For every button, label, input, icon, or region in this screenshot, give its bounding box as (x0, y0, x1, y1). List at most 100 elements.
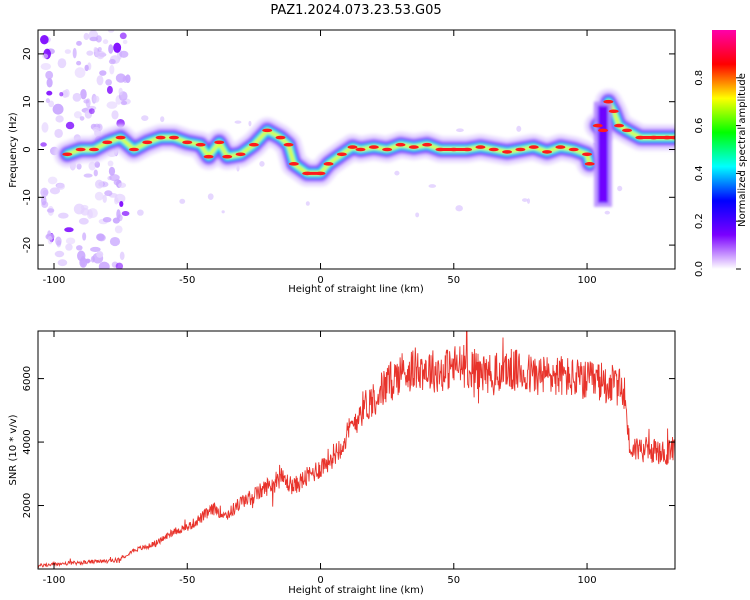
x-tick-label: 0 (317, 275, 323, 286)
noise-blob (179, 198, 186, 204)
ridge-peak (368, 145, 379, 149)
noise-blob (604, 210, 610, 215)
noise-blob (120, 100, 128, 106)
colorbar-ticks: 0.0 0.2 0.4 0.6 0.8 (694, 70, 741, 277)
noise-blob (109, 236, 121, 247)
noise-blob (72, 47, 77, 59)
noise-blob (102, 217, 112, 223)
noise-blob (46, 208, 55, 213)
noise-blob (98, 261, 110, 269)
noise-blob (122, 39, 128, 45)
noise-blob (76, 40, 82, 46)
noise-blob (64, 227, 74, 233)
noise-blob (42, 53, 49, 59)
noise-blob (88, 161, 96, 171)
ridge-peak (275, 135, 286, 140)
noise-blob (46, 90, 53, 96)
ridge-peak (347, 145, 358, 149)
noise-blob (115, 262, 124, 269)
noise-blob (83, 173, 93, 178)
noise-blob (76, 245, 83, 251)
ridge-peak (355, 147, 366, 152)
colorbar: 0.0 0.2 0.4 0.6 0.8 Normalized spectral ampl… (694, 30, 748, 277)
x-tick-label: -100 (43, 275, 66, 286)
colorbar-tick-label: 0.8 (694, 70, 705, 86)
noise-blob (72, 92, 82, 102)
noise-blob (92, 126, 100, 133)
ridge-peak (608, 109, 619, 114)
noise-blob (55, 115, 64, 123)
noise-blob (137, 209, 144, 216)
noise-blob (83, 99, 90, 104)
noise-blob (95, 35, 102, 43)
noise-blob (41, 201, 49, 209)
noise-blob (40, 187, 49, 198)
ridge-peak (568, 147, 579, 152)
snr-series-line (38, 331, 675, 569)
ridge-peak (75, 147, 86, 152)
noise-blob (516, 125, 522, 132)
noise-blob (41, 122, 49, 133)
y-tick-label: 4000 (22, 429, 33, 454)
noise-blob (48, 100, 55, 108)
noise-blob (96, 250, 104, 258)
ridge-peak (603, 99, 614, 104)
ridge-peak (336, 152, 347, 157)
noise-blob (526, 198, 531, 204)
ridge-peak (592, 123, 603, 128)
snr-xlabel: Height of straight line (km) (288, 585, 424, 596)
ridge-peak (395, 142, 406, 147)
artifact-core (598, 105, 609, 203)
noise-blob (119, 50, 129, 58)
noise-blob (221, 210, 225, 214)
noise-blob (114, 225, 123, 234)
ridge-peak (582, 152, 593, 157)
ridge-peak (502, 150, 513, 154)
colorbar-bar (712, 30, 736, 269)
noise-blob (522, 198, 528, 202)
y-tick-label: 0 (22, 146, 33, 152)
snr-ylabel: SNR (10 * v/v) (8, 414, 19, 485)
y-tick-label: 10 (22, 95, 33, 108)
noise-blob (45, 70, 54, 80)
ridge-peak (515, 147, 526, 152)
noise-blob (94, 179, 104, 189)
ridge-peak (422, 142, 433, 147)
noise-blob (118, 182, 127, 188)
ridge-peak (283, 142, 294, 147)
noise-blob (234, 120, 242, 124)
noise-blob (47, 176, 58, 185)
noise-blob (54, 128, 63, 139)
y-tick-label: 20 (22, 48, 33, 61)
noise-blob (122, 75, 128, 83)
noise-blob (108, 166, 116, 176)
noise-blob (111, 110, 119, 120)
noise-blob (207, 193, 214, 200)
y-tick-label: -10 (22, 189, 33, 205)
noise-blob (248, 120, 252, 127)
figure-title: PAZ1.2024.073.23.53.G05 (270, 3, 441, 18)
noise-blob (104, 190, 113, 197)
noise-blob (76, 163, 82, 170)
ridge-peak (614, 123, 625, 128)
x-tick-label: -50 (179, 275, 195, 286)
ridge-peak (115, 135, 126, 140)
noise-blob (55, 236, 62, 246)
noise-blob (93, 95, 100, 103)
ridge-peaks (62, 99, 675, 176)
colorbar-label: Normalized spectral amplitude (737, 73, 748, 227)
ridge-peak (475, 145, 486, 149)
noise-blob (73, 111, 82, 119)
noise-blob (96, 233, 105, 241)
ridge-peak (488, 147, 499, 152)
noise-blob (82, 232, 87, 241)
x-tick-label: 0 (317, 575, 323, 586)
noise-blob (99, 70, 107, 76)
ridge-peak (222, 154, 233, 159)
noise-blob (119, 200, 124, 208)
noise-blob (106, 101, 118, 109)
ridge-peak (262, 128, 273, 133)
noise-blob (40, 63, 52, 71)
noise-blob (415, 212, 420, 218)
